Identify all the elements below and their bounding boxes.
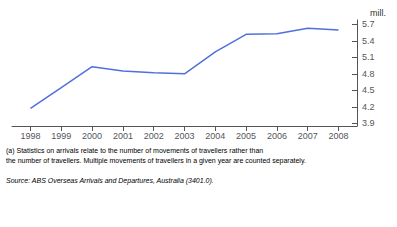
svg-text:Source: ABS Overseas Arrivals: Source: ABS Overseas Arrivals and Depart… — [6, 177, 214, 185]
svg-text:5.4: 5.4 — [362, 36, 375, 46]
svg-text:4.5: 4.5 — [362, 85, 375, 95]
svg-text:1998: 1998 — [20, 131, 40, 141]
svg-text:2007: 2007 — [298, 131, 318, 141]
svg-text:mill.: mill. — [370, 8, 386, 18]
svg-text:2008: 2008 — [329, 131, 349, 141]
svg-text:1999: 1999 — [51, 131, 71, 141]
svg-text:2004: 2004 — [205, 131, 225, 141]
svg-text:2001: 2001 — [113, 131, 133, 141]
svg-text:the number of travellers. Mult: the number of travellers. Multiple movem… — [6, 157, 306, 165]
svg-text:2005: 2005 — [236, 131, 256, 141]
svg-text:2002: 2002 — [144, 131, 164, 141]
svg-text:2003: 2003 — [174, 131, 194, 141]
svg-text:2006: 2006 — [267, 131, 287, 141]
svg-text:4.2: 4.2 — [362, 102, 375, 112]
svg-text:4.8: 4.8 — [362, 69, 375, 79]
svg-text:3.9: 3.9 — [362, 118, 375, 128]
svg-text:5.1: 5.1 — [362, 52, 375, 62]
svg-text:(a) Statistics on arrivals rel: (a) Statistics on arrivals relate to the… — [6, 147, 263, 155]
svg-text:2000: 2000 — [82, 131, 102, 141]
svg-text:5.7: 5.7 — [362, 19, 375, 29]
